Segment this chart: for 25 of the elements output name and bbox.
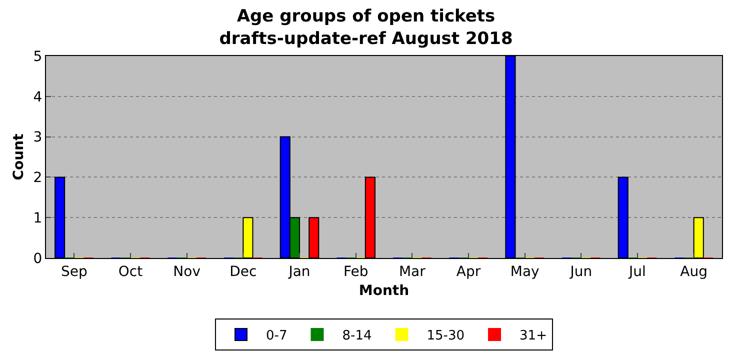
x-tick-label: Mar — [398, 264, 426, 280]
y-tick-label: 0 — [33, 250, 42, 267]
legend-label: 15-30 — [426, 328, 465, 344]
y-tick-label: 3 — [33, 130, 42, 146]
legend-label: 0-7 — [266, 328, 288, 344]
y-axis-title: Count — [10, 133, 27, 180]
x-tick-label: May — [510, 264, 540, 280]
y-tick-label: 1 — [33, 210, 42, 226]
x-tick-label: Jul — [628, 264, 646, 280]
x-tick-label: Dec — [230, 264, 257, 280]
x-axis-title: Month — [358, 283, 410, 300]
x-tick-label: Feb — [343, 264, 368, 280]
y-tick-label: 2 — [33, 170, 42, 186]
x-tick-label: Nov — [173, 264, 200, 280]
legend-label: 8-14 — [342, 328, 372, 344]
legend-label: 31+ — [520, 328, 547, 344]
x-tick-label: Oct — [118, 264, 144, 280]
chart-title: Age groups of open tickets drafts-update-ref August 2018 — [219, 6, 513, 49]
x-tick-label: Jun — [569, 264, 592, 280]
x-tick-label: Jan — [288, 264, 310, 280]
x-tick-label: Sep — [60, 264, 88, 280]
x-tick-label: Apr — [456, 264, 481, 280]
y-tick-label: 4 — [33, 89, 42, 106]
y-tick-label: 5 — [33, 48, 42, 65]
x-tick-label: Aug — [680, 264, 708, 280]
